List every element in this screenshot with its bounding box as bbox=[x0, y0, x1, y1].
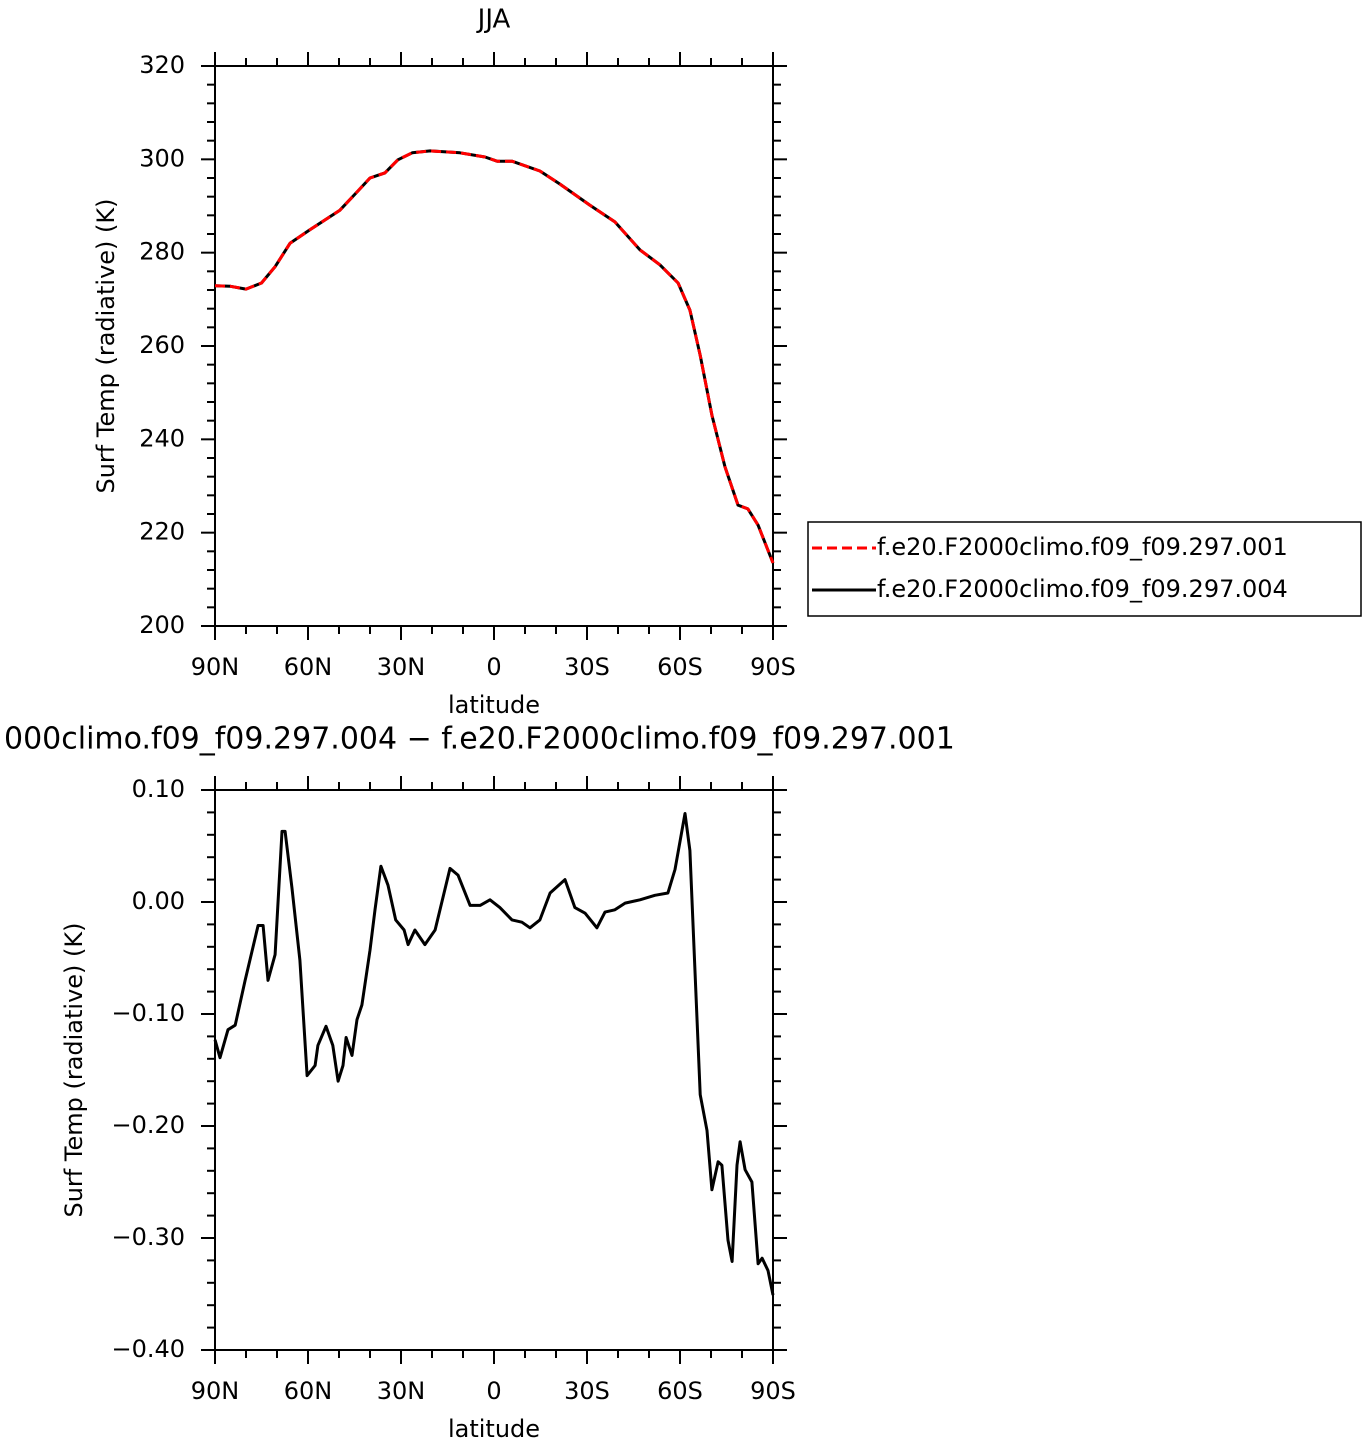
x-tick-label: 60S bbox=[657, 1377, 703, 1405]
y-tick-label: 200 bbox=[139, 611, 185, 639]
x-axis-label: latitude bbox=[448, 691, 540, 719]
y-tick-label: −0.20 bbox=[111, 1111, 185, 1139]
x-tick-label: 30N bbox=[377, 653, 426, 681]
chart-title: JJA bbox=[476, 5, 511, 35]
y-tick-label: −0.10 bbox=[111, 999, 185, 1027]
x-axis-label: latitude bbox=[448, 1415, 540, 1443]
y-tick-label: 300 bbox=[139, 144, 185, 172]
y-tick-label: 0.00 bbox=[132, 887, 185, 915]
y-tick-label: −0.30 bbox=[111, 1223, 185, 1251]
plot-frame bbox=[214, 65, 774, 627]
legend-box bbox=[807, 521, 1362, 617]
x-tick-label: 30S bbox=[564, 1377, 610, 1405]
legend-label: f.e20.F2000climo.f09_f09.297.001 bbox=[877, 533, 1288, 561]
x-tick-label: 60N bbox=[284, 653, 333, 681]
x-tick-label: 0 bbox=[486, 653, 501, 681]
chart-title: 000climo.f09_f09.297.004 − f.e20.F2000cl… bbox=[4, 722, 955, 757]
x-tick-label: 90S bbox=[750, 653, 796, 681]
series-line bbox=[214, 149, 775, 564]
x-tick-label: 90N bbox=[191, 653, 240, 681]
y-tick-label: 240 bbox=[139, 424, 185, 452]
x-tick-label: 60N bbox=[284, 1377, 333, 1405]
legend-label: f.e20.F2000climo.f09_f09.297.004 bbox=[877, 575, 1288, 603]
x-tick-label: 30N bbox=[377, 1377, 426, 1405]
y-tick-label: 220 bbox=[139, 518, 185, 546]
y-tick-label: 280 bbox=[139, 238, 185, 266]
y-tick-label: 0.10 bbox=[132, 775, 185, 803]
x-tick-label: 60S bbox=[657, 653, 703, 681]
y-tick-label: 320 bbox=[139, 51, 185, 79]
y-tick-label: 260 bbox=[139, 331, 185, 359]
plot-frame bbox=[214, 789, 774, 1351]
y-axis-label: Surf Temp (radiative) (K) bbox=[60, 922, 88, 1217]
x-tick-label: 0 bbox=[486, 1377, 501, 1405]
series-line bbox=[213, 812, 775, 1296]
series-line bbox=[214, 149, 775, 564]
y-axis-label: Surf Temp (radiative) (K) bbox=[92, 198, 120, 493]
x-tick-label: 90N bbox=[191, 1377, 240, 1405]
x-tick-label: 90S bbox=[750, 1377, 796, 1405]
x-tick-label: 30S bbox=[564, 653, 610, 681]
y-tick-label: −0.40 bbox=[111, 1335, 185, 1363]
